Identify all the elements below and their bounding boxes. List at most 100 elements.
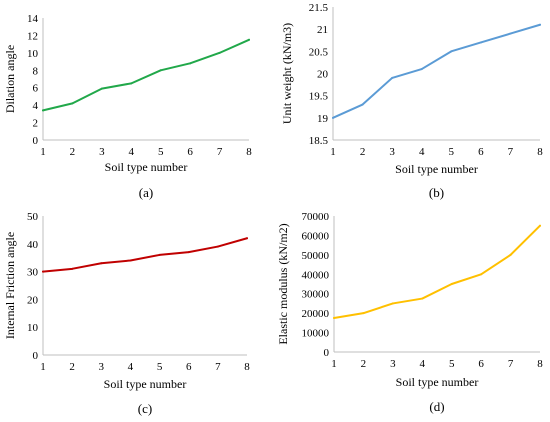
data-point — [129, 259, 132, 262]
y-tick-label: 20 — [27, 294, 39, 306]
x-tick-label: 4 — [129, 146, 135, 158]
data-point — [248, 38, 250, 41]
y-tick-label: 0 — [324, 347, 330, 359]
data-point — [391, 302, 394, 305]
panel-label: (c) — [138, 401, 152, 416]
chart-panel-c: 0 10 20 30 40 50 1 2 3 4 5 6 7 8 Soil type number Inter… — [3, 211, 250, 416]
data-point — [539, 23, 541, 26]
y-tick-label: 40 — [27, 239, 39, 251]
data-point — [158, 253, 161, 256]
data-point — [71, 267, 74, 270]
x-tick-label: 3 — [99, 146, 105, 158]
y-tick-label: 18.5 — [309, 135, 329, 147]
y-axis-label: Unit weight (kN/m3) — [280, 23, 294, 124]
x-tick-label: 5 — [449, 146, 455, 158]
y-axis-label: Internal Friction angle — [3, 232, 17, 339]
y-tick-label: 21.5 — [309, 2, 329, 14]
y-axis-label: Elastic modulus (kN/m2) — [276, 223, 290, 344]
y-tick-label: 14 — [27, 13, 39, 25]
x-tick-label: 8 — [537, 146, 543, 158]
y-tick-label: 19.5 — [309, 91, 329, 103]
series-line — [333, 224, 541, 319]
data-point — [509, 32, 512, 35]
x-axis-label: Soil type number — [396, 375, 479, 389]
x-tick-label: 2 — [70, 146, 76, 158]
x-tick-label: 4 — [420, 358, 426, 370]
y-tick-label: 60000 — [302, 230, 330, 242]
data-point — [42, 109, 44, 112]
x-tick-label: 8 — [246, 146, 252, 158]
data-point — [509, 253, 512, 256]
x-tick-label: 6 — [478, 358, 484, 370]
x-tick-label: 4 — [128, 361, 134, 373]
y-tick-label: 50000 — [302, 250, 330, 262]
x-tick-label: 6 — [187, 146, 193, 158]
data-point — [361, 103, 364, 106]
y-tick-label: 30000 — [302, 289, 330, 301]
y-axis-label: Dilation angle — [3, 45, 17, 113]
x-tick-label: 7 — [508, 146, 514, 158]
x-tick-label: 5 — [449, 358, 455, 370]
x-tick-label: 3 — [389, 146, 395, 158]
panel-label: (a) — [139, 185, 153, 200]
x-axis-label: Soil type number — [395, 162, 478, 176]
y-tick-label: 30 — [27, 267, 39, 279]
data-point — [420, 68, 423, 71]
panel-label: (d) — [429, 399, 444, 414]
data-point — [450, 50, 453, 53]
data-point — [187, 251, 190, 254]
y-tick-label: 10 — [27, 48, 39, 60]
x-tick-label: 8 — [244, 361, 250, 373]
data-point — [218, 51, 221, 54]
x-tick-label: 8 — [537, 358, 543, 370]
x-tick-label: 2 — [360, 146, 366, 158]
y-tick-label: 20.5 — [309, 46, 329, 58]
x-tick-label: 7 — [508, 358, 514, 370]
x-tick-label: 2 — [69, 361, 75, 373]
data-point — [100, 87, 103, 90]
x-tick-label: 7 — [215, 361, 221, 373]
x-tick-label: 1 — [40, 146, 46, 158]
y-tick-label: 0 — [33, 135, 39, 147]
x-tick-label: 7 — [217, 146, 223, 158]
y-tick-label: 50 — [27, 211, 39, 223]
y-tick-label: 10 — [27, 322, 39, 334]
data-point — [42, 270, 44, 273]
x-tick-label: 6 — [478, 146, 484, 158]
data-point — [159, 69, 162, 72]
data-point — [216, 245, 219, 248]
data-point — [450, 283, 453, 285]
x-tick-label: 2 — [361, 358, 367, 370]
y-tick-label: 70000 — [302, 211, 330, 223]
y-tick-label: 6 — [33, 83, 39, 95]
data-point — [189, 62, 192, 65]
series-line — [42, 237, 248, 273]
y-tick-label: 0 — [33, 350, 39, 362]
y-tick-label: 8 — [33, 65, 39, 77]
data-point — [332, 116, 334, 119]
y-tick-label: 20000 — [302, 308, 330, 320]
y-tick-label: 40000 — [302, 269, 330, 281]
data-point — [480, 273, 483, 276]
data-point — [130, 82, 133, 85]
y-tick-label: 21 — [317, 24, 328, 36]
chart-panel-b: 18.5 19 19.5 20 20.5 21 21.5 1 2 3 4 5 6 7 8 Soil type … — [280, 2, 543, 200]
data-point — [391, 76, 394, 79]
y-tick-label: 10000 — [302, 328, 330, 340]
y-tick-label: 12 — [27, 30, 38, 42]
x-tick-label: 5 — [158, 146, 164, 158]
x-tick-label: 5 — [157, 361, 163, 373]
x-axis-label: Soil type number — [104, 377, 187, 391]
x-tick-label: 4 — [419, 146, 425, 158]
series-line — [42, 38, 250, 112]
x-tick-label: 1 — [40, 361, 46, 373]
data-point — [71, 102, 74, 105]
data-point — [479, 41, 482, 44]
x-axis-label: Soil type number — [105, 160, 188, 174]
x-tick-label: 1 — [330, 146, 336, 158]
x-tick-label: 3 — [99, 361, 105, 373]
y-tick-label: 4 — [33, 100, 39, 112]
y-tick-label: 19 — [317, 113, 329, 125]
data-point — [246, 237, 248, 240]
